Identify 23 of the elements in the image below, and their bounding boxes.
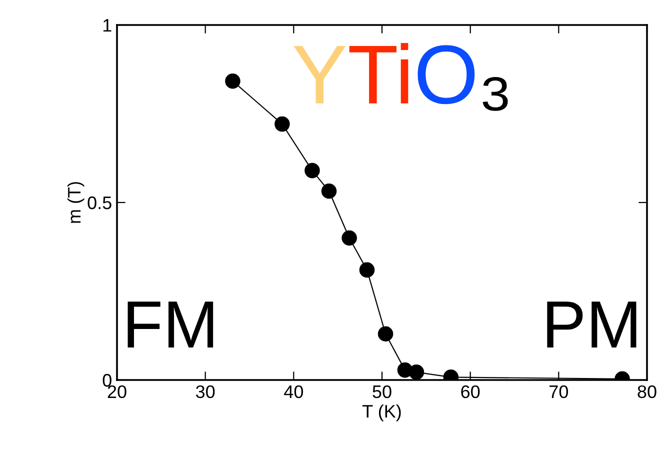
y-tick-label: 1	[103, 19, 112, 32]
x-tick-label: 20	[108, 385, 126, 398]
x-tick-label: 80	[638, 385, 656, 398]
y-tick-label: 0.5	[88, 196, 112, 210]
x-tick-label: 70	[550, 385, 568, 398]
annotation: PM	[547, 302, 636, 348]
x-tick-label: 60	[461, 385, 480, 398]
annotation: FM	[128, 302, 214, 348]
point	[304, 162, 320, 178]
point	[378, 326, 394, 342]
x-tick-label: 40	[284, 385, 304, 398]
x-axis-title: T (K)	[362, 404, 401, 422]
y-tick-label: 0	[102, 374, 112, 387]
x-tick-label: 50	[372, 385, 392, 398]
x-tick-label: 30	[196, 385, 215, 398]
point	[359, 262, 375, 278]
point	[225, 73, 240, 89]
point	[408, 364, 424, 380]
annotation: YTiO₃	[294, 42, 508, 111]
y-axis-title: m (T)	[67, 182, 84, 223]
point	[274, 116, 290, 132]
point	[342, 230, 357, 246]
point	[321, 184, 337, 199]
